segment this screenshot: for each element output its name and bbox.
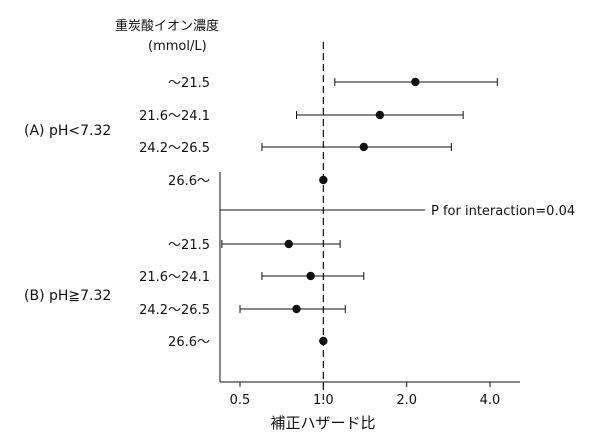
row-label: 21.6～24.1 — [139, 270, 210, 285]
x-tick-label: 4.0 — [480, 393, 501, 408]
x-axis-label: 補正ハザード比 — [270, 414, 375, 432]
interaction-label: P for interaction=0.04 — [431, 204, 575, 219]
x-tick-label: 1.0 — [313, 393, 334, 408]
row-label: ～21.5 — [168, 238, 210, 253]
header-line-2: (mmol/L) — [148, 39, 207, 54]
header-line-1: 重炭酸イオン濃度 — [115, 18, 219, 34]
hr-point — [284, 239, 293, 249]
row-label: ～21.5 — [168, 76, 210, 91]
hr-point — [375, 110, 385, 120]
row-label: 26.6～ — [168, 174, 210, 189]
hr-point — [306, 271, 315, 281]
group-label: (B) pH≧7.32 — [24, 288, 111, 304]
group-label: (A) pH<7.32 — [24, 123, 111, 139]
row-label: 24.2～26.5 — [139, 303, 210, 318]
hr-point — [359, 142, 368, 152]
row-label: 24.2～26.5 — [139, 141, 210, 156]
hr-point — [319, 175, 328, 185]
row-label: 26.6～ — [168, 335, 210, 350]
hr-point — [292, 304, 301, 314]
hr-point — [319, 336, 328, 346]
hr-point — [411, 77, 420, 87]
row-label: 21.6～24.1 — [139, 109, 210, 124]
x-tick-label: 2.0 — [396, 393, 417, 408]
x-tick-label: 0.5 — [230, 393, 251, 408]
